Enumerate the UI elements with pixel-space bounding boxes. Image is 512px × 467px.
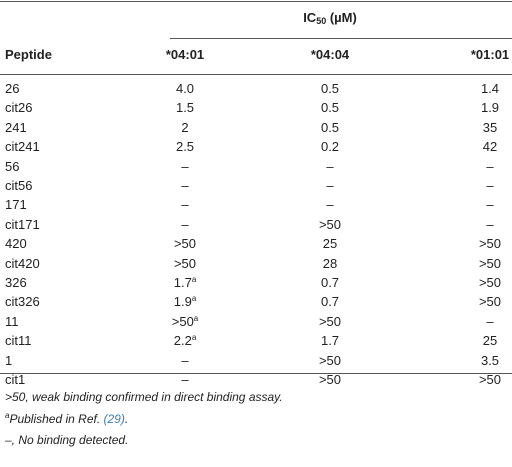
cell: – — [486, 216, 494, 232]
cell: cit171 — [5, 216, 40, 232]
cell: – — [181, 158, 189, 174]
cell: 171 — [5, 197, 27, 213]
cell: >50 — [478, 372, 502, 387]
cell: 25 — [482, 333, 498, 349]
cell: >50 — [478, 294, 502, 310]
footnote-ref: (29) — [103, 411, 125, 426]
cell: 0.5 — [320, 81, 340, 96]
cell: 25 — [322, 236, 338, 252]
cell: 420 — [5, 236, 27, 252]
cell: – — [326, 178, 334, 193]
cell: 28 — [322, 255, 338, 271]
cell: cit1 — [5, 372, 26, 387]
cell: 2.2a — [174, 333, 197, 349]
cell: 0.7 — [320, 275, 340, 290]
cell-text: 1.7 — [173, 275, 192, 290]
group-header: IC50 (µM) — [303, 10, 357, 26]
cell: – — [486, 158, 494, 174]
cell: 1.7a — [174, 275, 197, 291]
cell: >50 — [478, 236, 502, 252]
cell: 11 — [5, 313, 19, 329]
footnote-text: –, No binding detected. — [5, 433, 129, 447]
cell-sup: a — [191, 333, 197, 343]
cell: >50 — [478, 255, 502, 271]
cell: – — [181, 352, 189, 368]
footnote-text: . — [124, 411, 129, 426]
column-header: *04:04 — [310, 47, 350, 62]
cell: cit326 — [5, 294, 40, 310]
cell-sup: a — [191, 275, 197, 284]
top-rule — [0, 1, 512, 2]
cell: >50 — [318, 352, 342, 368]
header-text: (µM) — [326, 10, 357, 25]
cell: 1 — [5, 352, 13, 368]
cell: – — [486, 313, 494, 329]
footnote: >50, weak binding confirmed in direct bi… — [5, 389, 283, 405]
bottom-rule — [0, 373, 512, 374]
cell: 0.5 — [320, 100, 340, 116]
cell: 0.2 — [320, 139, 340, 155]
cell: 241 — [5, 119, 27, 135]
cell: 326 — [5, 275, 27, 290]
cell: 1.9a — [174, 294, 197, 310]
cell: – — [486, 197, 494, 213]
cell: 3.5 — [480, 352, 500, 368]
cell: cit26 — [5, 100, 33, 116]
cell: 26 — [5, 81, 20, 96]
footnote-text: Published in Ref. — [9, 411, 104, 426]
cell: 4.0 — [175, 81, 195, 96]
cell: >50 — [318, 372, 342, 387]
cell: 1.7 — [320, 333, 340, 349]
cell: cit241 — [5, 139, 40, 155]
column-header: *01:01 — [470, 47, 510, 62]
cell: >50 — [478, 275, 502, 290]
cell: 35 — [482, 119, 498, 135]
cell: – — [326, 158, 334, 174]
footnote-text: >50, weak binding confirmed in direct bi… — [5, 390, 283, 404]
footnote: aPublished in Ref. (29). — [5, 411, 128, 427]
header-sub: 50 — [316, 16, 327, 26]
header-rule — [0, 74, 512, 75]
cell: – — [326, 197, 334, 213]
group-rule — [170, 38, 512, 39]
column-header: Peptide — [5, 47, 52, 62]
cell: – — [486, 178, 494, 193]
cell: 2 — [181, 119, 189, 135]
cell: 56 — [5, 158, 20, 174]
cell: – — [181, 197, 189, 213]
cell: >50a — [172, 314, 199, 330]
cell: cit56 — [5, 178, 33, 193]
cell: – — [181, 216, 189, 232]
cell: >50 — [318, 216, 342, 232]
footnote: –, No binding detected. — [5, 432, 128, 448]
cell: 1.4 — [480, 81, 500, 96]
cell: 1.9 — [480, 100, 500, 116]
cell-text: 2.2 — [173, 333, 192, 349]
cell: 42 — [482, 139, 498, 155]
cell: – — [181, 178, 189, 193]
cell-text: 1.9 — [173, 294, 192, 310]
cell-sup: a — [193, 313, 199, 323]
cell: >50 — [173, 255, 197, 271]
footnote-mark: a — [5, 410, 10, 420]
cell: cit420 — [5, 255, 40, 271]
cell: 1.5 — [175, 100, 195, 116]
column-header: *04:01 — [165, 47, 205, 62]
cell: – — [181, 372, 189, 387]
cell-sup: a — [191, 294, 197, 304]
cell: >50 — [318, 313, 342, 329]
cell: 0.5 — [320, 119, 340, 135]
cell: 2.5 — [175, 139, 195, 155]
cell-text: >50 — [171, 313, 194, 329]
cell: cit11 — [5, 333, 32, 349]
cell: >50 — [173, 236, 197, 252]
cell: 0.7 — [320, 294, 340, 310]
header-text: IC — [303, 10, 317, 25]
